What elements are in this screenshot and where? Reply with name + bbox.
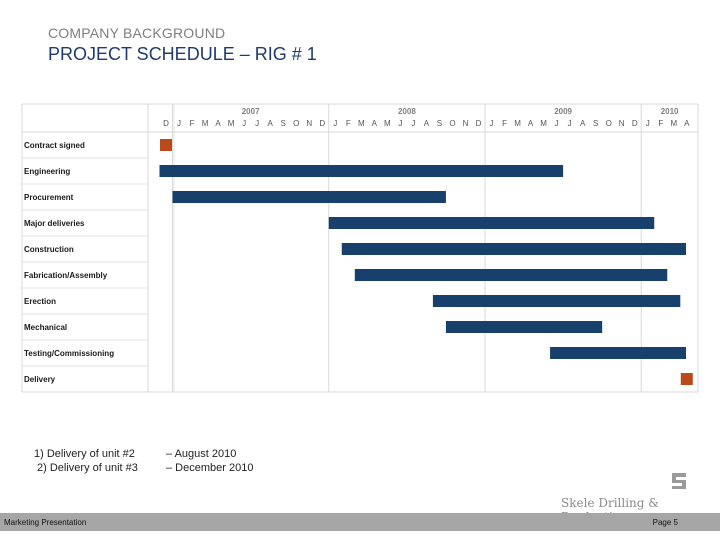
month-label: F <box>346 119 351 128</box>
month-label: J <box>555 119 559 128</box>
year-label: 2009 <box>554 107 572 116</box>
month-label: M <box>384 119 391 128</box>
month-label: M <box>540 119 547 128</box>
month-label: J <box>490 119 494 128</box>
month-label: N <box>619 119 625 128</box>
month-label: J <box>646 119 650 128</box>
month-label: A <box>267 119 273 128</box>
note-label-2: 2) Delivery of unit #3 <box>37 462 138 474</box>
month-label: A <box>684 119 690 128</box>
month-label: F <box>502 119 507 128</box>
month-label: A <box>372 119 378 128</box>
task-label: Mechanical <box>24 323 67 332</box>
year-label: 2008 <box>398 107 416 116</box>
month-label: A <box>528 119 534 128</box>
month-label: N <box>463 119 469 128</box>
milestone-marker <box>680 373 693 385</box>
month-label: S <box>437 119 442 128</box>
month-label: J <box>255 119 259 128</box>
month-label: S <box>593 119 598 128</box>
month-label: D <box>476 119 482 128</box>
month-label: S <box>281 119 286 128</box>
month-label: O <box>293 119 299 128</box>
month-label: N <box>306 119 312 128</box>
task-bar <box>354 269 668 281</box>
note-value-1: – August 2010 <box>166 448 237 460</box>
page-title: PROJECT SCHEDULE – RIG # 1 <box>48 44 317 64</box>
task-bar <box>172 191 446 203</box>
task-label: Engineering <box>24 167 70 176</box>
footer-left-text: Marketing Presentation <box>4 518 87 527</box>
month-label: J <box>398 119 402 128</box>
month-label: M <box>670 119 677 128</box>
month-label: M <box>514 119 521 128</box>
task-label: Construction <box>24 245 74 254</box>
month-label: M <box>358 119 365 128</box>
month-label: M <box>228 119 235 128</box>
task-label: Fabrication/Assembly <box>24 271 108 280</box>
footer-page-number: Page 5 <box>652 518 678 527</box>
month-label: D <box>319 119 325 128</box>
month-label: D <box>163 119 169 128</box>
task-label: Contract signed <box>24 141 85 150</box>
month-label: J <box>177 119 181 128</box>
month-label: M <box>202 119 209 128</box>
month-label: J <box>568 119 572 128</box>
task-bar <box>550 347 686 359</box>
year-label: 2010 <box>661 107 679 116</box>
section-kicker: COMPANY BACKGROUND <box>48 25 226 41</box>
footer-bar: Marketing Presentation Page 5 <box>0 513 720 531</box>
month-label: F <box>658 119 663 128</box>
month-label: F <box>190 119 195 128</box>
month-label: O <box>449 119 455 128</box>
task-bar <box>341 243 686 255</box>
task-label: Delivery <box>24 375 56 384</box>
month-label: J <box>242 119 246 128</box>
task-bar <box>159 165 564 177</box>
task-label: Major deliveries <box>24 219 85 228</box>
company-logo-icon <box>672 473 686 489</box>
task-label: Procurement <box>24 193 74 202</box>
note-value-2: – December 2010 <box>166 462 254 474</box>
month-label: A <box>215 119 221 128</box>
note-label-1: 1) Delivery of unit #2 <box>34 448 135 460</box>
month-label: D <box>632 119 638 128</box>
task-bar <box>432 295 681 307</box>
month-label: J <box>333 119 337 128</box>
milestone-marker <box>160 139 172 151</box>
month-label: A <box>580 119 586 128</box>
task-label: Erection <box>24 297 56 306</box>
month-label: A <box>424 119 430 128</box>
year-label: 2007 <box>242 107 260 116</box>
month-label: J <box>411 119 415 128</box>
month-label: O <box>606 119 612 128</box>
task-bar <box>328 217 655 229</box>
task-bar <box>445 321 603 333</box>
task-label: Testing/Commissioning <box>24 349 114 358</box>
